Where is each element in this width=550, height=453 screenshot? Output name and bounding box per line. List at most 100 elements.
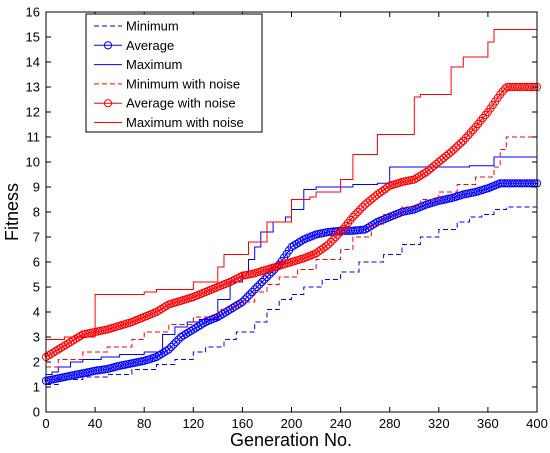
legend: Minimum Average Maximum Minimum with noise A… xyxy=(85,13,263,133)
data-point xyxy=(358,202,367,212)
data-point xyxy=(257,277,267,287)
x-tick-label: 280 xyxy=(379,416,401,431)
legend-box xyxy=(85,13,263,133)
data-point xyxy=(172,337,181,347)
series-minimum-with-noise xyxy=(46,136,537,368)
x-tick-label: 400 xyxy=(526,416,548,431)
y-tick-label: 14 xyxy=(26,55,40,70)
data-point xyxy=(358,225,367,234)
data-point xyxy=(253,282,262,292)
data-point xyxy=(243,292,252,302)
data-point xyxy=(255,280,264,289)
data-point xyxy=(370,219,380,228)
x-axis-title: Generation No. xyxy=(230,430,352,450)
data-point xyxy=(76,331,85,341)
y-tick-label: 10 xyxy=(26,155,40,170)
x-tick-label: 320 xyxy=(428,416,450,431)
legend-item: Average xyxy=(94,38,174,53)
data-point xyxy=(245,290,254,299)
legend-item: Maximum xyxy=(94,57,182,72)
data-point xyxy=(324,240,333,249)
legend-marker xyxy=(103,99,113,108)
y-tick-label: 11 xyxy=(27,130,41,145)
legend-marker xyxy=(103,41,113,50)
x-tick-label: 0 xyxy=(42,416,49,431)
x-tick-label: 160 xyxy=(232,416,254,431)
series-layer xyxy=(41,29,542,385)
legend-label: Minimum xyxy=(126,19,179,34)
y-tick-label: 9 xyxy=(33,180,40,195)
y-tick-label: 6 xyxy=(33,255,40,270)
data-point xyxy=(530,82,539,92)
legend-item: Maximum with noise xyxy=(94,115,244,130)
data-point xyxy=(429,161,438,171)
y-tick-label: 5 xyxy=(33,280,40,295)
data-point xyxy=(329,235,338,244)
series-maximum-with-noise xyxy=(46,29,537,340)
data-point xyxy=(167,342,176,352)
data-point xyxy=(459,136,468,145)
y-tick-label: 4 xyxy=(33,305,40,320)
data-point xyxy=(442,151,451,161)
data-point xyxy=(331,232,340,242)
y-tick-label: 8 xyxy=(33,205,40,220)
data-point xyxy=(363,198,372,207)
x-tick-label: 120 xyxy=(182,416,204,431)
data-point xyxy=(326,237,335,247)
series-line xyxy=(46,136,537,368)
data-point xyxy=(432,159,441,169)
data-point xyxy=(353,207,362,217)
data-point xyxy=(361,200,370,209)
data-point xyxy=(437,155,446,165)
data-point xyxy=(368,194,377,203)
legend-item: Average with noise xyxy=(94,96,236,111)
data-point xyxy=(260,275,269,284)
data-point xyxy=(434,157,443,167)
data-point xyxy=(451,143,461,152)
legend-label: Average xyxy=(126,38,174,53)
x-tick-label: 240 xyxy=(330,416,352,431)
data-point xyxy=(240,295,249,304)
data-point xyxy=(356,225,365,235)
y-tick-label: 12 xyxy=(26,105,40,120)
data-point xyxy=(174,335,183,344)
y-tick-label: 2 xyxy=(33,355,40,370)
data-point xyxy=(449,145,458,154)
data-point xyxy=(169,340,178,349)
data-point xyxy=(464,131,473,140)
y-tick-label: 1 xyxy=(33,380,40,395)
data-point xyxy=(334,230,343,239)
legend-label: Maximum with noise xyxy=(126,115,244,130)
data-point xyxy=(424,165,434,175)
x-tick-label: 200 xyxy=(281,416,303,431)
data-point xyxy=(461,133,470,143)
data-point xyxy=(454,141,463,150)
data-point xyxy=(366,196,375,205)
series-average-with-noise xyxy=(41,82,542,362)
data-point xyxy=(297,236,306,246)
data-point xyxy=(466,128,475,137)
data-point xyxy=(235,299,244,308)
series-minimum xyxy=(46,206,537,385)
y-tick-label: 7 xyxy=(33,230,40,245)
data-point xyxy=(447,147,456,157)
y-axis-title: Fitness xyxy=(2,183,22,241)
data-point xyxy=(351,210,360,219)
data-point xyxy=(444,149,453,159)
data-point xyxy=(383,183,392,192)
series-line xyxy=(46,29,537,340)
data-point xyxy=(164,345,173,354)
legend-item: Minimum xyxy=(94,19,179,34)
data-point xyxy=(456,138,465,148)
x-tick-label: 360 xyxy=(477,416,499,431)
x-tick-label: 40 xyxy=(88,416,102,431)
y-tick-label: 13 xyxy=(26,80,40,95)
data-point xyxy=(348,212,357,222)
y-tick-label: 3 xyxy=(33,330,40,345)
data-point xyxy=(422,167,431,177)
data-point xyxy=(427,163,436,173)
data-point xyxy=(321,242,330,251)
x-axis: 0 40 80 120 160 200 240 280 320 360 400 xyxy=(42,12,548,431)
legend-item: Minimum with noise xyxy=(94,76,240,91)
